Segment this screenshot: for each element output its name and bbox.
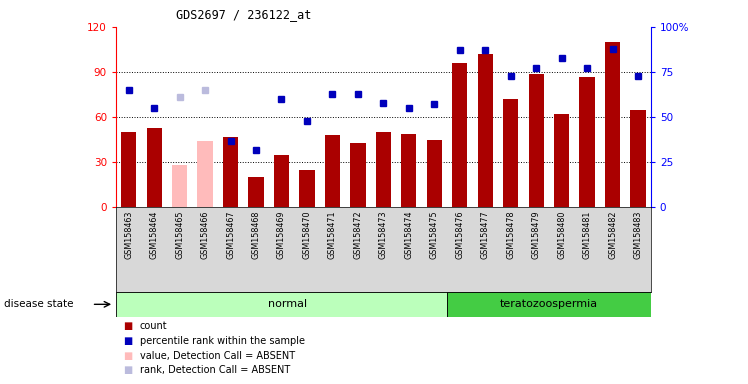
Bar	[580, 76, 595, 207]
Text: percentile rank within the sample: percentile rank within the sample	[140, 336, 305, 346]
Text: GSM158482: GSM158482	[608, 211, 617, 259]
Bar	[554, 114, 569, 207]
Bar	[274, 155, 289, 207]
Bar	[197, 141, 212, 207]
Bar	[325, 135, 340, 207]
Bar	[605, 42, 620, 207]
Text: GSM158471: GSM158471	[328, 211, 337, 259]
Bar	[172, 165, 187, 207]
Bar	[631, 109, 646, 207]
Bar	[401, 134, 417, 207]
Text: ■: ■	[123, 321, 132, 331]
Text: GSM158468: GSM158468	[251, 211, 260, 259]
Bar	[426, 140, 442, 207]
Text: GSM158467: GSM158467	[226, 211, 235, 259]
Bar	[529, 73, 544, 207]
Text: GSM158469: GSM158469	[277, 211, 286, 259]
Text: GSM158465: GSM158465	[175, 211, 184, 259]
FancyBboxPatch shape	[116, 292, 447, 317]
Bar	[375, 132, 391, 207]
Text: GSM158477: GSM158477	[481, 211, 490, 259]
FancyBboxPatch shape	[447, 292, 651, 317]
Text: value, Detection Call = ABSENT: value, Detection Call = ABSENT	[140, 351, 295, 361]
Text: count: count	[140, 321, 168, 331]
Bar	[503, 99, 518, 207]
Text: GSM158466: GSM158466	[200, 211, 209, 259]
Text: GSM158475: GSM158475	[430, 211, 439, 259]
Bar	[248, 177, 263, 207]
Text: GSM158464: GSM158464	[150, 211, 159, 259]
Bar	[147, 127, 162, 207]
Text: GSM158479: GSM158479	[532, 211, 541, 259]
Text: ■: ■	[123, 336, 132, 346]
Text: GDS2697 / 236122_at: GDS2697 / 236122_at	[176, 8, 311, 21]
Bar	[452, 63, 468, 207]
Text: teratozoospermia: teratozoospermia	[500, 299, 598, 310]
Bar	[223, 137, 238, 207]
Text: GSM158480: GSM158480	[557, 211, 566, 259]
Text: GSM158473: GSM158473	[378, 211, 388, 259]
Text: GSM158481: GSM158481	[583, 211, 592, 259]
Text: GSM158476: GSM158476	[456, 211, 465, 259]
Text: GSM158478: GSM158478	[506, 211, 515, 259]
Text: GSM158463: GSM158463	[124, 211, 133, 259]
Bar	[121, 132, 136, 207]
Bar	[299, 170, 315, 207]
Text: GSM158474: GSM158474	[405, 211, 414, 259]
Text: normal: normal	[269, 299, 307, 310]
Bar	[477, 54, 493, 207]
Text: GSM158483: GSM158483	[634, 211, 643, 259]
Text: GSM158472: GSM158472	[353, 211, 362, 259]
Text: GSM158470: GSM158470	[302, 211, 311, 259]
Text: ■: ■	[123, 365, 132, 375]
Text: disease state: disease state	[4, 299, 73, 310]
Bar	[350, 143, 366, 207]
Text: rank, Detection Call = ABSENT: rank, Detection Call = ABSENT	[140, 365, 290, 375]
Text: ■: ■	[123, 351, 132, 361]
